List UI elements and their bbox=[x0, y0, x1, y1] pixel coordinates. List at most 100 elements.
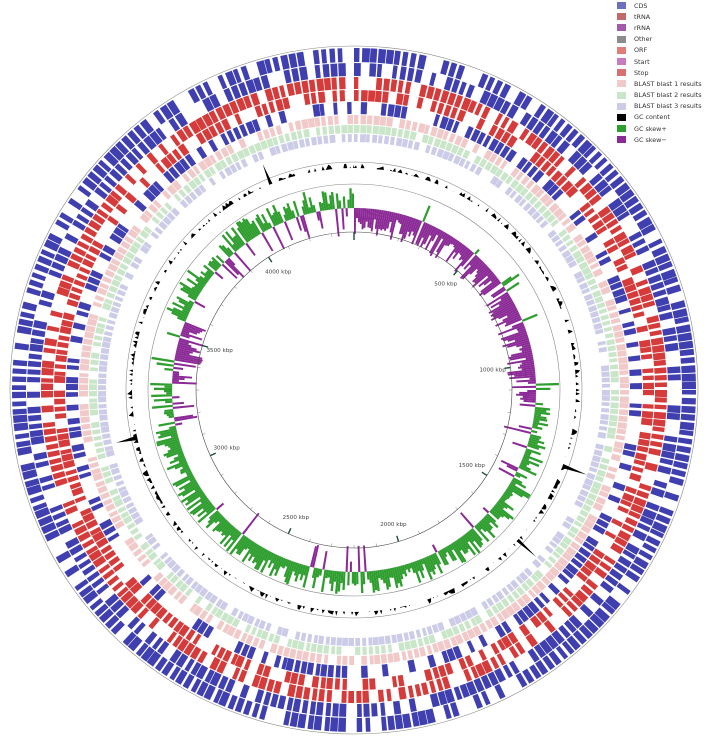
gc-skew-minus-bar bbox=[453, 240, 460, 248]
legend-swatch bbox=[617, 2, 626, 10]
gc-skew-plus-bar bbox=[251, 220, 262, 235]
gc-skew-plus-bar bbox=[383, 569, 390, 590]
gc-skew-plus-bar bbox=[529, 436, 540, 441]
gc-skew-plus-bar bbox=[286, 203, 294, 219]
gc-skew-minus-bar bbox=[495, 314, 521, 327]
gc-skew-plus-bar bbox=[283, 560, 292, 578]
gc-skew-plus-bar bbox=[504, 490, 514, 497]
scale-minor-tick bbox=[220, 304, 224, 307]
gc-skew-minus-bar bbox=[177, 343, 197, 351]
gc-skew-plus-bar bbox=[207, 511, 221, 524]
gc-skew-plus-bar bbox=[462, 534, 470, 543]
gc-skew-minus-bar bbox=[412, 219, 421, 236]
gc-skew-minus-bar bbox=[516, 341, 531, 348]
gc-skew-plus-bar bbox=[426, 556, 436, 575]
scale-minor-tick bbox=[397, 238, 399, 242]
gc-skew-minus-bar bbox=[215, 502, 225, 511]
gc-skew-plus-bar bbox=[395, 566, 403, 587]
gc-skew-minus-bar bbox=[454, 242, 463, 254]
gc-skew-plus-bar bbox=[408, 563, 412, 569]
legend-swatch bbox=[617, 69, 626, 77]
gc-skew-plus-bar bbox=[379, 569, 383, 581]
gc-skew-minus-bar bbox=[458, 247, 470, 261]
gc-skew-plus-bar bbox=[368, 571, 372, 583]
gc-skew-plus-bar bbox=[433, 552, 442, 565]
gc-skew-minus-bar bbox=[221, 263, 238, 279]
gc-skew-plus-bar bbox=[457, 538, 469, 554]
gc-skew-minus-bar bbox=[400, 216, 411, 243]
scale-major-tick bbox=[287, 527, 292, 535]
gc-skew-minus-bar bbox=[389, 212, 396, 233]
gc-skew-minus-bar bbox=[463, 254, 478, 270]
legend-item: tRNA bbox=[617, 11, 702, 22]
gc-skew-plus-bar bbox=[323, 192, 329, 211]
gc-skew-minus-bar bbox=[472, 266, 490, 283]
gc-skew-minus-bar bbox=[361, 208, 365, 230]
gc-skew-plus-bar bbox=[410, 562, 416, 574]
gc-skew-plus-bar bbox=[186, 495, 207, 511]
gc-skew-plus-bar bbox=[225, 231, 241, 250]
gc-skew-plus-bar bbox=[381, 569, 386, 584]
gc-skew-plus-bar bbox=[321, 191, 327, 211]
legend-label: Stop bbox=[634, 68, 649, 77]
gc-skew-minus-bar bbox=[345, 208, 348, 217]
gc-skew-minus-bar bbox=[179, 337, 204, 347]
gc-skew-plus-bar bbox=[175, 475, 195, 488]
gc-skew-plus-bar bbox=[271, 204, 282, 224]
legend-label: BLAST blast 1 results bbox=[634, 79, 702, 88]
gc-skew-minus-bar bbox=[374, 209, 380, 230]
gc-skew-plus-bar bbox=[525, 450, 532, 455]
scale-minor-tick bbox=[494, 454, 498, 456]
gc-skew-minus-bar bbox=[474, 265, 488, 278]
scale-label: 500 kbp bbox=[434, 282, 457, 288]
legend-label: rRNA bbox=[634, 23, 651, 32]
gc-skew-plus-bar bbox=[272, 212, 280, 225]
gc-skew-plus-bar bbox=[177, 452, 184, 457]
legend-swatch bbox=[617, 113, 626, 121]
gc-skew-plus-bar bbox=[475, 523, 482, 531]
gc-skew-plus-bar bbox=[531, 429, 538, 434]
gc-skew-minus-bar bbox=[517, 327, 526, 333]
gc-skew-minus-bar bbox=[283, 221, 294, 241]
gc-skew-minus-bar bbox=[521, 348, 532, 353]
gc-skew-minus-bar bbox=[357, 545, 361, 572]
legend-swatch bbox=[617, 35, 626, 43]
gc-skew-plus-bar bbox=[333, 571, 338, 582]
gc-skew-plus-bar bbox=[206, 270, 214, 277]
gc-skew-plus-bar bbox=[497, 500, 508, 510]
gc-skew-plus-bar bbox=[169, 456, 186, 465]
gc-skew-plus-bar bbox=[320, 569, 327, 593]
gc-skew-plus-bar bbox=[182, 464, 189, 469]
gc-skew-plus-bar bbox=[445, 546, 455, 562]
gc-skew-plus-bar bbox=[441, 548, 448, 558]
gc-skew-plus-bar bbox=[255, 217, 265, 233]
gc-skew-plus-bar bbox=[404, 564, 408, 570]
gc-skew-minus-bar bbox=[363, 208, 367, 228]
legend-item: ORF bbox=[617, 45, 702, 56]
gc-skew-plus-bar bbox=[177, 316, 187, 322]
gc-skew-plus-bar bbox=[501, 495, 508, 501]
gc-skew-plus-bar bbox=[534, 413, 542, 417]
gc-skew-plus-bar bbox=[330, 570, 335, 592]
gc-skew-plus-bar bbox=[202, 502, 212, 511]
gc-skew-minus-bar bbox=[173, 362, 196, 368]
gc-skew-minus-bar bbox=[226, 259, 245, 278]
gc-skew-minus-bar bbox=[227, 257, 236, 266]
gc-skew-plus-bar bbox=[530, 434, 542, 439]
gc-skew-plus-bar bbox=[172, 301, 191, 313]
gc-skew-minus-bar bbox=[519, 345, 532, 351]
gc-skew-minus-bar bbox=[396, 213, 401, 221]
gc-skew-minus-bar bbox=[486, 271, 494, 278]
ring-outline bbox=[125, 161, 583, 619]
gc-skew-minus-bar bbox=[506, 310, 519, 318]
gc-skew-plus-bar bbox=[241, 218, 256, 238]
gc-skew-plus-bar bbox=[166, 413, 174, 417]
legend-label: GC skew− bbox=[634, 135, 667, 144]
gc-skew-plus-bar bbox=[308, 207, 313, 214]
gc-skew-plus-bar bbox=[237, 220, 253, 241]
scale-minor-tick bbox=[202, 433, 206, 435]
gc-skew-plus-bar bbox=[263, 222, 269, 231]
gc-skew-plus-bar bbox=[197, 503, 214, 518]
gc-skew-minus-bar bbox=[478, 273, 495, 288]
gc-skew-plus-bar bbox=[274, 556, 282, 570]
